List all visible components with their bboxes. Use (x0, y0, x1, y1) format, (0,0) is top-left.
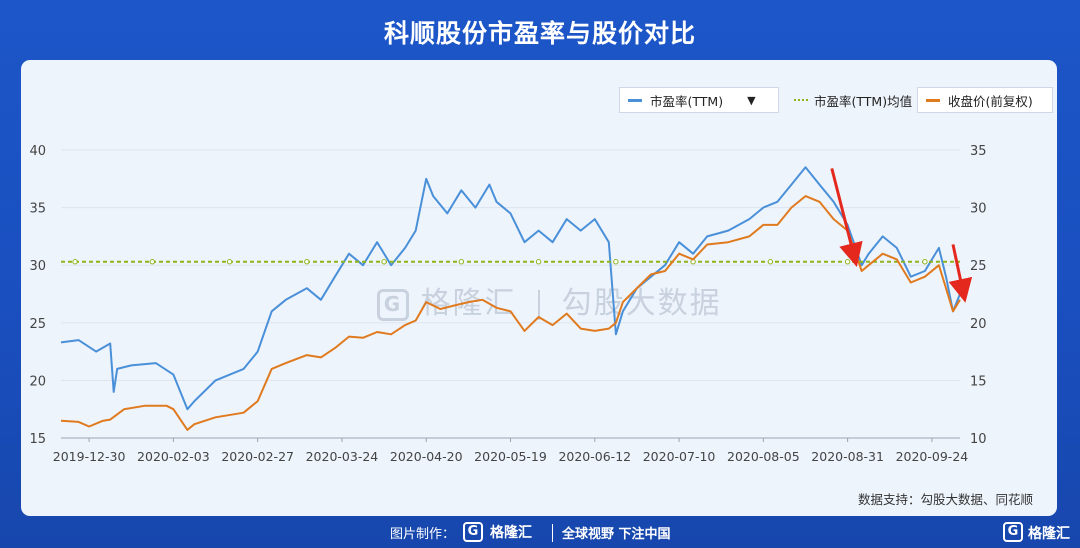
y-right-tick-label: 25 (970, 259, 987, 274)
pe-avg-marker (767, 259, 774, 265)
pe-avg-marker (844, 259, 851, 265)
corner-logo-icon: G (1003, 522, 1023, 542)
y-left-tick-label: 15 (29, 432, 46, 447)
y-left-tick-label: 35 (29, 202, 46, 217)
pe-avg-marker (535, 259, 542, 265)
dropdown-caret-icon[interactable]: ▼ (747, 93, 756, 107)
pe-avg-marker (226, 259, 233, 265)
pe-avg-marker (304, 259, 310, 265)
price-swatch-icon (926, 98, 940, 102)
corner-brand: 格隆汇 (1028, 526, 1070, 542)
y-left-tick-label: 40 (29, 144, 46, 159)
data-source: 数据支持：勾股大数据、同花顺 (857, 492, 1033, 507)
pe-avg-legend[interactable]: 市盈率(TTM)均值 (786, 87, 912, 113)
x-tick-label: 2020-05-19 (474, 449, 547, 464)
x-tick-label: 2020-06-12 (558, 449, 631, 464)
y-right-tick-label: 35 (970, 144, 987, 159)
footer-made-by: 图片制作： (390, 527, 456, 542)
pe-avg-swatch-icon (794, 99, 808, 101)
y-left-tick-label: 20 (29, 374, 46, 389)
pe-swatch-icon (628, 98, 642, 102)
y-left-tick-label: 30 (29, 259, 46, 274)
pe-avg-marker (381, 259, 387, 265)
chart-panel: 市盈率(TTM) ▼ 市盈率(TTM)均值 收盘价(前复权) G 格隆汇 勾股大… (21, 60, 1057, 516)
y-left-tick-label: 25 (29, 317, 46, 332)
x-tick-label: 2020-08-05 (727, 449, 800, 464)
footer-brand: 格隆汇 (490, 525, 532, 541)
pe-avg-marker (458, 259, 465, 265)
x-tick-label: 2020-02-03 (137, 449, 210, 464)
price-line (60, 195, 961, 431)
x-tick-label: 2020-07-10 (643, 449, 716, 464)
price-legend[interactable]: 收盘价(前复权) (917, 87, 1053, 113)
y-right-tick-label: 10 (970, 432, 987, 447)
pe-series-selector[interactable]: 市盈率(TTM) ▼ (619, 87, 779, 113)
pe-line (60, 166, 961, 411)
pe-legend-label: 市盈率(TTM) (650, 93, 724, 109)
y-right-tick-label: 15 (970, 374, 987, 389)
watermark-separator (538, 289, 541, 320)
pe-avg-legend-label: 市盈率(TTM)均值 (814, 93, 913, 109)
watermark: G 格隆汇 勾股大数据 (377, 278, 722, 322)
pe-avg-marker (922, 259, 928, 265)
footer-logo-icon: G (463, 522, 483, 542)
price-legend-label: 收盘价(前复权) (948, 93, 1033, 109)
pe-avg-marker (72, 259, 78, 265)
x-tick-label: 2020-03-24 (306, 449, 379, 464)
chart-title: 科顺股份市盈率与股价对比 (383, 19, 696, 48)
footer: 图片制作： G 格隆汇 全球视野 下注中国 (0, 517, 1080, 548)
watermark-brand: 格隆汇 (420, 286, 517, 321)
x-tick-label: 2020-04-20 (390, 449, 463, 464)
y-right-tick-label: 20 (970, 317, 987, 332)
x-tick-label: 2020-02-27 (221, 449, 294, 464)
x-tick-label: 2019-12-30 (53, 449, 126, 464)
footer-separator (552, 524, 553, 542)
pe-avg-marker (149, 259, 156, 265)
x-tick-label: 2020-09-24 (896, 449, 969, 464)
watermark-logo-icon: G (377, 288, 409, 321)
pe-avg-marker (613, 259, 619, 265)
red-arrow-annotation (830, 168, 863, 268)
x-tick-label: 2020-08-31 (811, 449, 884, 464)
y-right-tick-label: 30 (970, 202, 987, 217)
footer-slogan: 全球视野 下注中国 (562, 527, 671, 542)
watermark-text: 勾股大数据 (561, 286, 722, 321)
red-arrow-annotation (948, 244, 973, 303)
